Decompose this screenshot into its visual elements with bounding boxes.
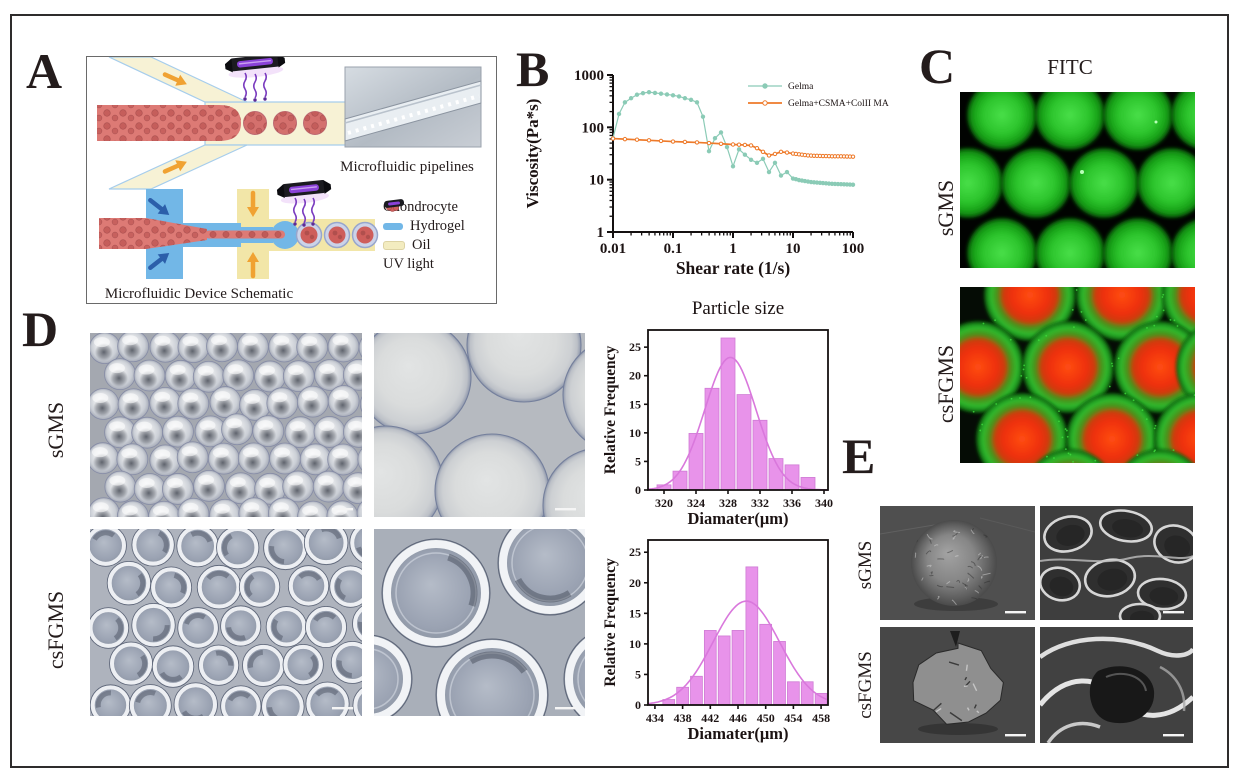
svg-text:450: 450 bbox=[757, 711, 775, 725]
svg-text:Relative Frequency: Relative Frequency bbox=[602, 558, 619, 687]
panel-d-row-label-csfgms: csFGMS bbox=[43, 590, 68, 670]
particle-size-histogram-csfgms: 0 5 10 15 20 25 434 438 442 446 450 454 458 Diamater(… bbox=[602, 539, 830, 743]
svg-text:442: 442 bbox=[701, 711, 719, 725]
panel-c-row-label-csfgms: csFGMS bbox=[933, 344, 958, 424]
svg-text:1: 1 bbox=[597, 225, 605, 241]
svg-text:10: 10 bbox=[786, 241, 801, 257]
svg-text:0.1: 0.1 bbox=[664, 241, 683, 257]
viscosity-chart: 1 10 100 1000 0.01 0.1 1 10 100 Shear rate (1/s) V… bbox=[523, 68, 889, 278]
panel-d-sgms-highmag-image bbox=[374, 333, 585, 517]
svg-text:Shear rate (1/s): Shear rate (1/s) bbox=[676, 258, 791, 278]
schematic-legend: Chondrocyte Hydrogel Oil UV light bbox=[383, 198, 495, 274]
panel-d-sgms-lowmag-image bbox=[90, 333, 362, 517]
svg-text:25: 25 bbox=[629, 545, 641, 559]
svg-text:Diamater(μm): Diamater(μm) bbox=[688, 509, 789, 528]
svg-text:15: 15 bbox=[629, 397, 641, 411]
panel-e-label: E bbox=[842, 428, 876, 484]
svg-text:434: 434 bbox=[646, 711, 664, 725]
svg-text:5: 5 bbox=[635, 454, 641, 468]
legend-label: Hydrogel bbox=[410, 218, 465, 234]
fitc-column-title: FITC bbox=[1047, 55, 1093, 79]
panel-c-label: C bbox=[919, 38, 956, 94]
uv-lamp-icon bbox=[384, 199, 405, 208]
legend-item-uv-light: UV light bbox=[383, 199, 495, 274]
hydrogel-swatch bbox=[383, 223, 403, 230]
svg-text:458: 458 bbox=[812, 711, 830, 725]
schematic-caption: Microfluidic Device Schematic bbox=[104, 286, 294, 302]
svg-text:324: 324 bbox=[687, 496, 705, 510]
svg-text:10: 10 bbox=[589, 173, 604, 189]
microfluidic-schematic-panel: Microfluidic pipelines Microfluidic Devi… bbox=[86, 56, 497, 304]
panel-e-row-label-csfgms: csFGMS bbox=[855, 651, 876, 719]
svg-text:Viscosity(Pa*s): Viscosity(Pa*s) bbox=[523, 99, 542, 209]
svg-text:340: 340 bbox=[815, 496, 833, 510]
svg-text:100: 100 bbox=[842, 241, 865, 257]
particle-size-histogram-sgms: 0 5 10 15 20 25 320 324 328 332 336 340 Diamater(μm)… bbox=[602, 298, 833, 528]
panel-c-csfgms-fluorescence-image bbox=[960, 287, 1195, 463]
legend-item-hydrogel: Hydrogel bbox=[383, 217, 495, 236]
panel-e-sgms-sem-whole-image bbox=[880, 506, 1035, 620]
panel-e-sgms-sem-closeup-image bbox=[1040, 506, 1193, 620]
svg-text:Relative Frequency: Relative Frequency bbox=[602, 346, 619, 475]
svg-text:100: 100 bbox=[582, 120, 605, 136]
panel-d-csfgms-lowmag-image bbox=[90, 529, 362, 716]
svg-text:10: 10 bbox=[629, 426, 641, 440]
microfluidic-schematic-drawing bbox=[97, 57, 482, 279]
svg-text:0: 0 bbox=[635, 698, 641, 712]
svg-text:10: 10 bbox=[629, 637, 641, 651]
svg-text:20: 20 bbox=[629, 576, 641, 590]
svg-text:1: 1 bbox=[729, 241, 737, 257]
svg-text:Particle size: Particle size bbox=[692, 298, 784, 319]
panel-e-csfgms-sem-whole-image bbox=[880, 627, 1035, 743]
panel-e-csfgms-sem-closeup-image bbox=[1040, 627, 1193, 743]
legend-label: UV light bbox=[383, 256, 434, 272]
svg-text:Diamater(μm): Diamater(μm) bbox=[688, 724, 789, 743]
legend-label: Oil bbox=[412, 237, 431, 253]
svg-text:0: 0 bbox=[635, 483, 641, 497]
svg-text:320: 320 bbox=[655, 496, 673, 510]
panel-c-row-label-sgms: sGMS bbox=[933, 179, 958, 237]
svg-text:1000: 1000 bbox=[574, 68, 604, 84]
svg-text:336: 336 bbox=[783, 496, 801, 510]
svg-text:Gelma+CSMA+ColII MA: Gelma+CSMA+ColII MA bbox=[788, 99, 889, 109]
pipelines-caption: Microfluidic pipelines bbox=[340, 159, 474, 175]
svg-text:20: 20 bbox=[629, 369, 641, 383]
panel-d-label: D bbox=[22, 301, 59, 357]
svg-text:332: 332 bbox=[751, 496, 769, 510]
svg-text:446: 446 bbox=[729, 711, 747, 725]
svg-text:5: 5 bbox=[635, 667, 641, 681]
svg-text:454: 454 bbox=[784, 711, 802, 725]
svg-text:328: 328 bbox=[719, 496, 737, 510]
svg-text:25: 25 bbox=[629, 340, 641, 354]
svg-text:438: 438 bbox=[674, 711, 692, 725]
panel-c-sgms-fluorescence-image bbox=[960, 92, 1195, 268]
panel-d-csfgms-highmag-image bbox=[374, 529, 585, 716]
legend-item-oil: Oil bbox=[383, 236, 495, 255]
oil-swatch bbox=[383, 241, 405, 250]
svg-text:0.01: 0.01 bbox=[600, 241, 626, 257]
panel-d-row-label-sgms: sGMS bbox=[43, 401, 68, 459]
panel-a-label: A bbox=[26, 43, 63, 99]
panel-b-label: B bbox=[516, 41, 550, 97]
svg-text:Gelma: Gelma bbox=[788, 82, 814, 92]
svg-text:15: 15 bbox=[629, 606, 641, 620]
